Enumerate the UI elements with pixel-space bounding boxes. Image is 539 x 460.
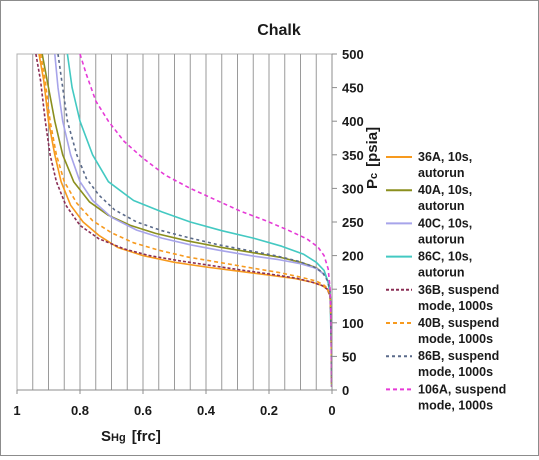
y-axis-title-sub: c <box>368 173 380 179</box>
x-tick-label: 0 <box>328 403 335 418</box>
x-tick-label: 0.4 <box>197 403 216 418</box>
legend-label: 40A, 10s, autorun <box>418 183 472 213</box>
x-tick-label: 1 <box>13 403 20 418</box>
y-tick-label: 450 <box>342 81 364 96</box>
chart-title: Chalk <box>257 22 301 39</box>
x-axis-title: SHg [frc] <box>101 428 161 445</box>
series-lines <box>35 53 333 387</box>
legend-label: 40B, suspend mode, 1000s <box>418 316 499 346</box>
series-line <box>79 53 333 387</box>
x-tick-label: 0.2 <box>260 403 278 418</box>
y-tick-label: 100 <box>342 316 364 331</box>
y-axis-title: Pc [psia] <box>364 127 381 189</box>
y-tick-label: 500 <box>342 47 364 62</box>
y-tick-label: 350 <box>342 148 364 163</box>
x-tick-label: 0.6 <box>134 403 152 418</box>
y-tick-label: 50 <box>342 349 356 364</box>
x-axis-title-sub: Hg <box>111 432 126 444</box>
y-tick-label: 250 <box>342 215 364 230</box>
x-axis: 1 0.8 0.6 0.4 0.2 0 <box>13 389 336 418</box>
legend-label: 106A, suspend mode, 1000s <box>418 382 506 412</box>
legend-label: 86B, suspend mode, 1000s <box>418 349 499 379</box>
y-tick-label: 200 <box>342 249 364 264</box>
y-tick-label: 400 <box>342 114 364 129</box>
legend-label: 36A, 10s, autorun <box>418 150 472 180</box>
y-axis-title-main: P <box>364 179 381 189</box>
y-axis-title-unit: [psia] <box>364 127 381 167</box>
legend-label: 36B, suspend mode, 1000s <box>418 283 499 313</box>
y-tick-label: 150 <box>342 282 364 297</box>
legend-label: 40C, 10s, autorun <box>418 216 472 246</box>
grid-lines <box>32 54 317 390</box>
x-axis-title-main: S <box>101 428 111 445</box>
y-tick-label: 0 <box>342 383 349 398</box>
y-tick-label: 300 <box>342 181 364 196</box>
x-tick-label: 0.8 <box>71 403 89 418</box>
series-line <box>57 53 333 387</box>
x-axis-title-unit: [frc] <box>132 428 161 445</box>
legend-label: 86C, 10s, autorun <box>418 250 472 280</box>
y-axis: 0 50 100 150 200 250 300 350 400 450 500 <box>331 47 364 398</box>
